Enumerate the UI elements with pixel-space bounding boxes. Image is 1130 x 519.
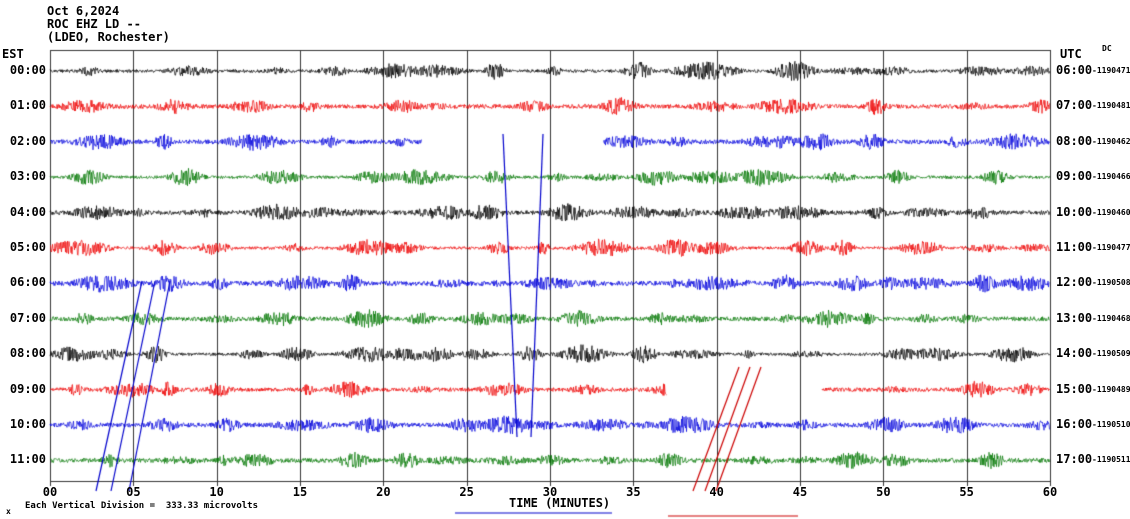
row-label-est: 00:00 bbox=[9, 63, 46, 77]
row-label-utc: 13:00 bbox=[1056, 310, 1093, 325]
right-timezone-label: UTC bbox=[1060, 47, 1082, 61]
row-label-counts: -1190466 bbox=[1092, 172, 1130, 182]
row-label-utc: 14:00 bbox=[1056, 346, 1093, 361]
x-tick-label: 60 bbox=[1042, 485, 1058, 499]
row-label-est: 10:00 bbox=[9, 417, 46, 431]
row-label-counts: -1190489 bbox=[1092, 384, 1130, 394]
x-tick-label: 25 bbox=[459, 485, 474, 499]
scale-note: Each Vertical Division = 333.33 microvol… bbox=[25, 501, 258, 511]
row-label-counts: -1190462 bbox=[1092, 136, 1130, 146]
row-label-est: 11:00 bbox=[9, 452, 46, 467]
row-label-utc: 06:00 bbox=[1056, 63, 1093, 77]
row-label-utc: 16:00 bbox=[1056, 417, 1093, 431]
x-tick-label: 30 bbox=[542, 485, 558, 499]
row-label-est: 02:00 bbox=[9, 133, 46, 148]
x-tick-label: 00 bbox=[42, 485, 58, 499]
row-label-counts: -1190481 bbox=[1092, 101, 1130, 111]
row-label-utc: 17:00 bbox=[1056, 452, 1093, 467]
corner-mark: x bbox=[6, 507, 11, 516]
row-label-utc: 08:00 bbox=[1056, 133, 1093, 148]
row-label-counts: -1190477 bbox=[1092, 243, 1130, 252]
network-label: (LDEO, Rochester) bbox=[47, 30, 170, 44]
row-label-est: 07:00 bbox=[9, 310, 46, 325]
row-label-utc: 11:00 bbox=[1056, 240, 1093, 254]
row-label-est: 09:00 bbox=[9, 381, 46, 396]
row-label-counts: -1190510 bbox=[1092, 420, 1130, 429]
x-tick-label: 20 bbox=[376, 485, 391, 499]
dc-label: DC bbox=[1102, 44, 1112, 53]
x-tick-label: 45 bbox=[792, 485, 808, 499]
x-tick-label: 55 bbox=[959, 485, 974, 499]
row-label-est: 01:00 bbox=[9, 98, 46, 113]
row-label-utc: 15:00 bbox=[1056, 381, 1093, 396]
row-label-counts: -1190511 bbox=[1092, 455, 1130, 465]
row-label-utc: 12:00 bbox=[1056, 275, 1093, 290]
row-label-counts: -1190460 bbox=[1092, 207, 1130, 217]
x-tick-label: 15 bbox=[292, 485, 308, 499]
station-label: ROC EHZ LD -- bbox=[47, 17, 141, 31]
row-label-est: 06:00 bbox=[9, 275, 46, 290]
left-timezone-label: EST bbox=[2, 47, 24, 61]
x-tick-label: 35 bbox=[626, 485, 641, 499]
x-tick-label: 50 bbox=[876, 485, 891, 499]
row-label-counts: -1190508 bbox=[1092, 278, 1130, 288]
row-label-est: 05:00 bbox=[9, 240, 46, 254]
row-label-counts: -1190468 bbox=[1092, 313, 1130, 323]
x-axis-title: TIME (MINUTES) bbox=[509, 496, 611, 510]
x-tick-label: 40 bbox=[709, 485, 724, 499]
row-label-utc: 09:00 bbox=[1056, 169, 1093, 184]
row-label-est: 08:00 bbox=[9, 346, 46, 361]
row-label-counts: -1190471 bbox=[1092, 66, 1130, 75]
row-label-utc: 10:00 bbox=[1056, 204, 1093, 219]
x-tick-label: 05 bbox=[126, 485, 141, 499]
row-label-utc: 07:00 bbox=[1056, 98, 1093, 113]
row-label-est: 03:00 bbox=[9, 169, 46, 184]
row-label-est: 04:00 bbox=[9, 204, 46, 219]
x-tick-label: 10 bbox=[209, 485, 224, 499]
row-label-counts: -1190509 bbox=[1092, 349, 1130, 359]
date-label: Oct 6,2024 bbox=[47, 4, 120, 18]
